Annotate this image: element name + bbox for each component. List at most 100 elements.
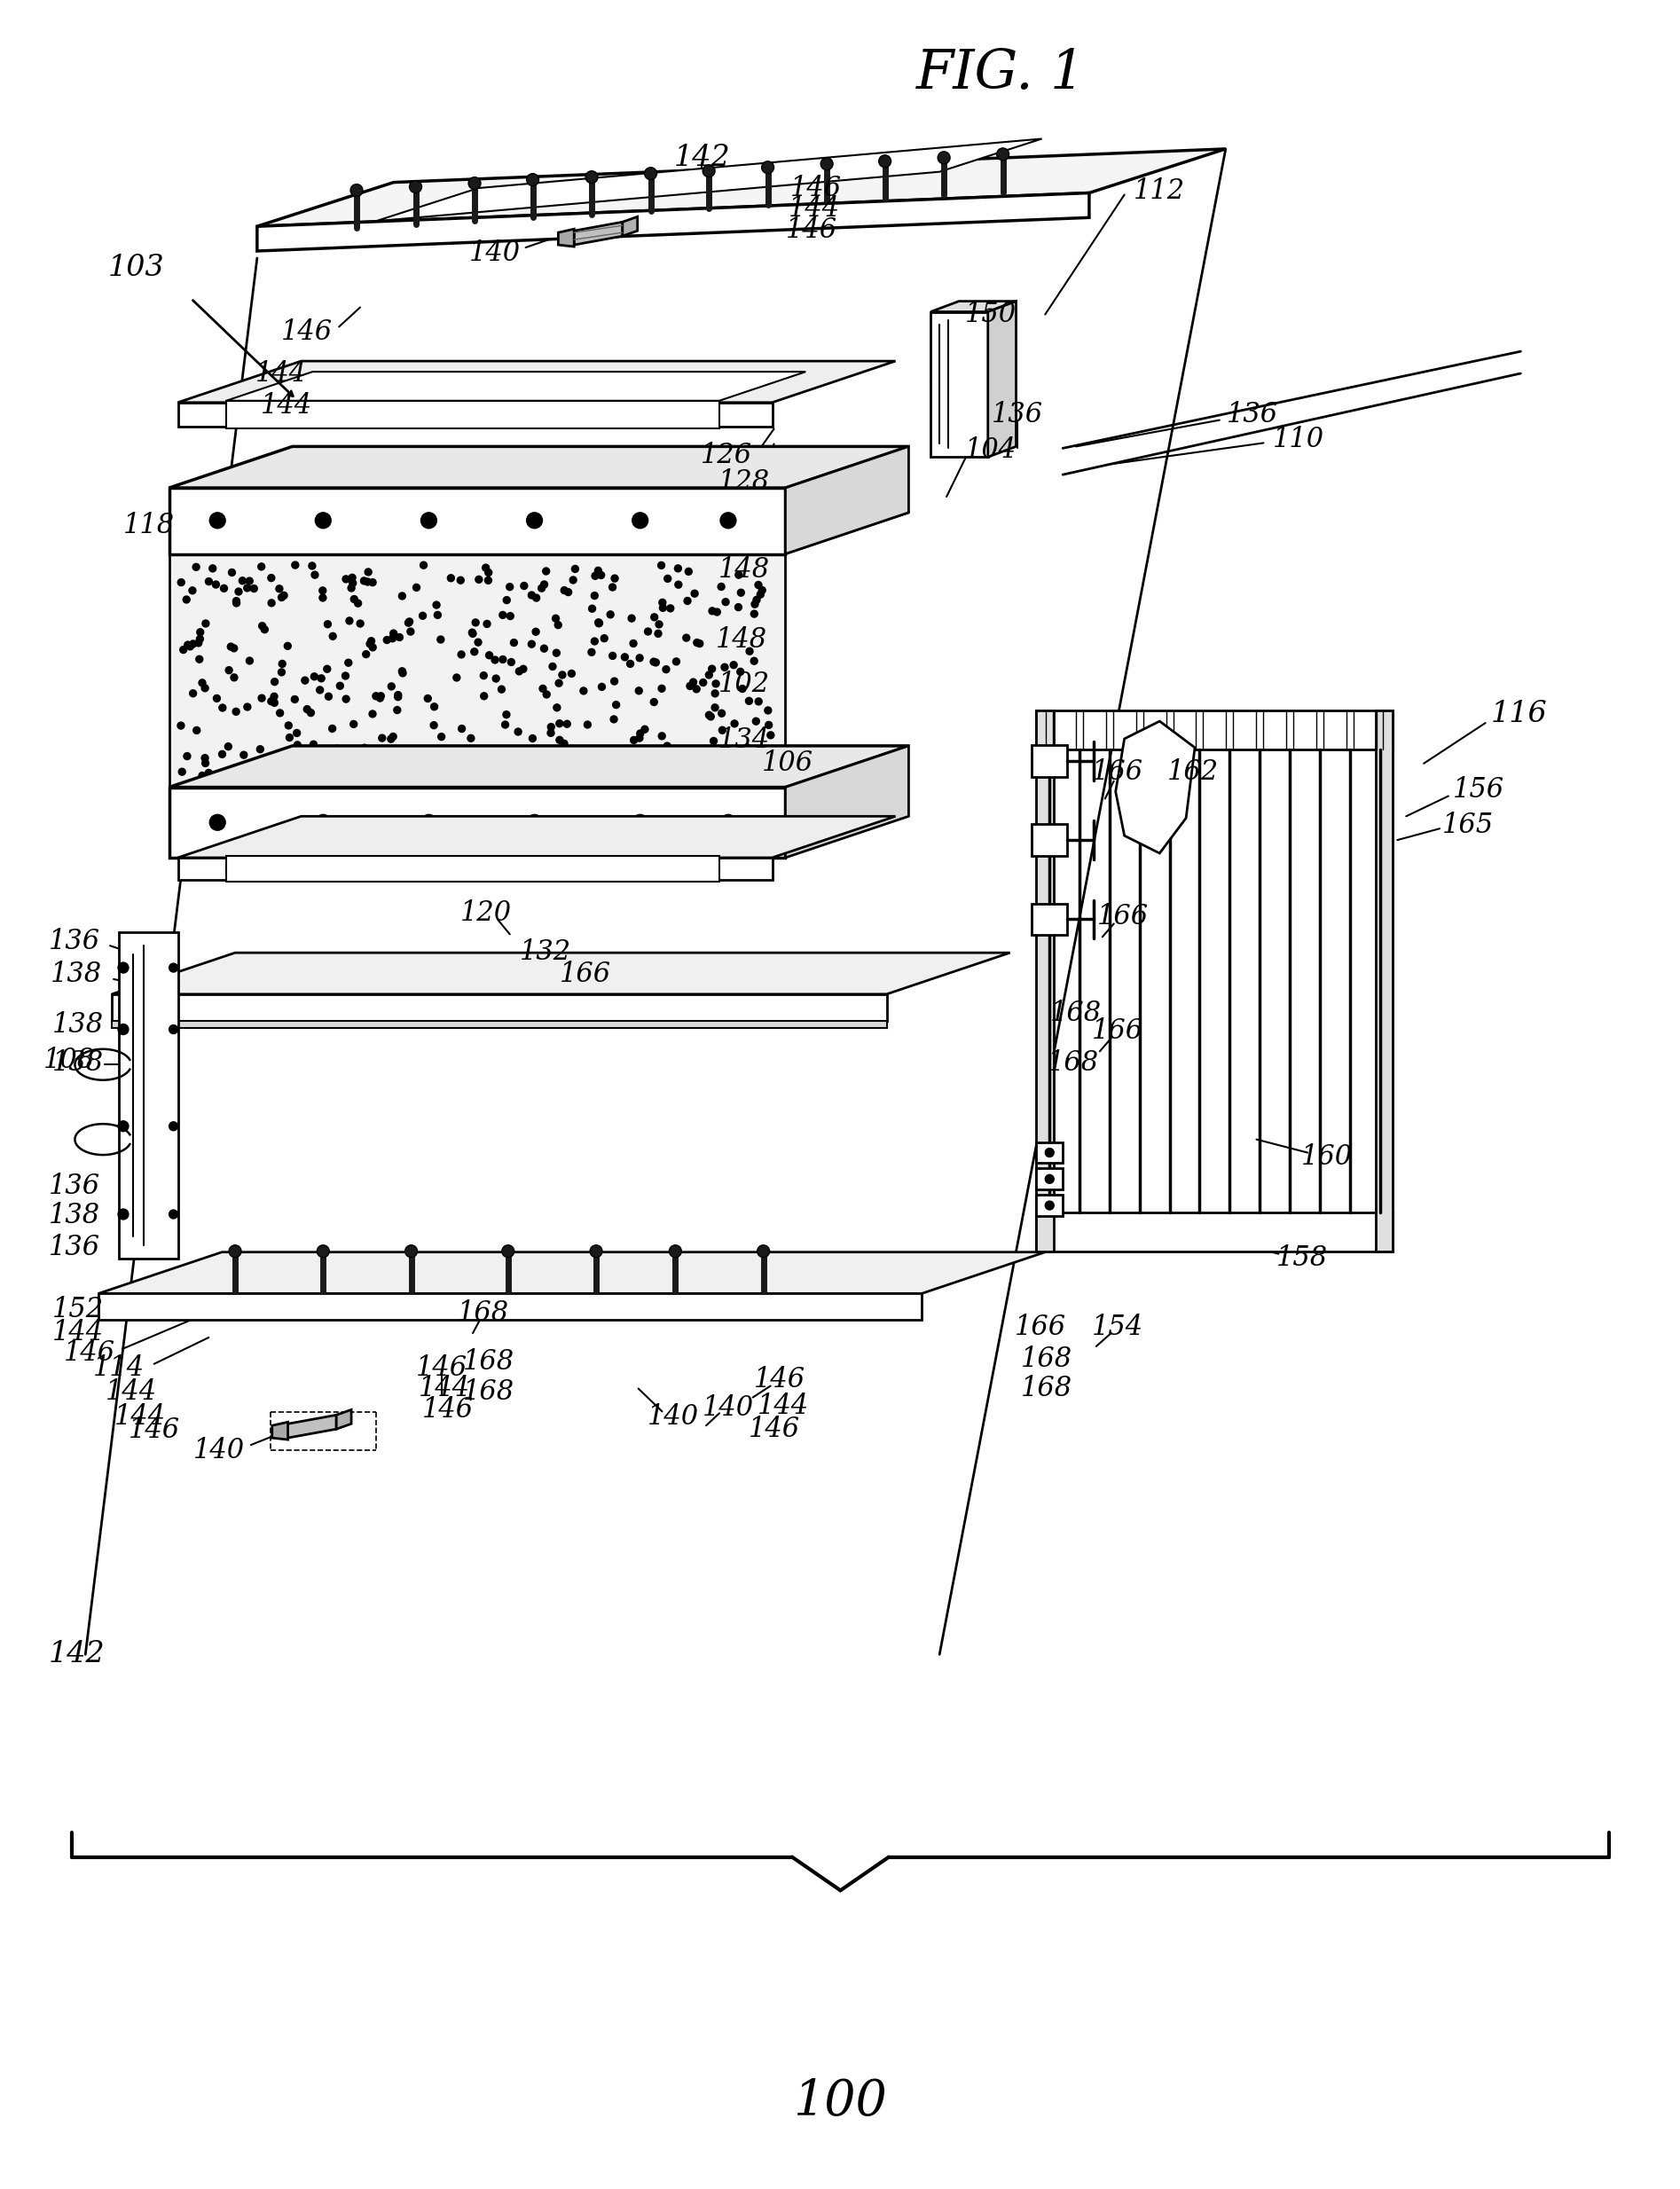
Circle shape	[235, 589, 242, 595]
Circle shape	[502, 514, 507, 521]
Circle shape	[316, 814, 331, 830]
Polygon shape	[336, 1410, 351, 1429]
Circle shape	[289, 528, 294, 534]
Circle shape	[601, 773, 608, 779]
Circle shape	[553, 650, 559, 657]
Circle shape	[197, 635, 203, 641]
Polygon shape	[227, 856, 719, 882]
Circle shape	[504, 598, 511, 604]
Circle shape	[260, 541, 265, 547]
Text: 152: 152	[52, 1296, 104, 1322]
Text: 166: 166	[559, 961, 612, 989]
Text: 144: 144	[52, 1318, 104, 1346]
Circle shape	[650, 521, 657, 528]
Circle shape	[764, 722, 773, 729]
Circle shape	[754, 582, 763, 589]
Circle shape	[370, 644, 376, 650]
Circle shape	[205, 768, 212, 777]
Circle shape	[585, 720, 591, 729]
Circle shape	[454, 674, 460, 681]
Circle shape	[753, 718, 759, 725]
Circle shape	[269, 521, 276, 528]
Circle shape	[318, 1246, 329, 1256]
Polygon shape	[170, 512, 909, 554]
Circle shape	[170, 1121, 178, 1130]
Circle shape	[684, 528, 690, 534]
Circle shape	[561, 740, 568, 746]
Circle shape	[538, 749, 544, 755]
Circle shape	[712, 514, 717, 521]
Circle shape	[554, 766, 561, 773]
Text: 103: 103	[108, 254, 165, 282]
Circle shape	[533, 595, 539, 602]
Circle shape	[178, 578, 185, 587]
Circle shape	[538, 584, 544, 591]
Circle shape	[706, 711, 712, 718]
Circle shape	[487, 751, 494, 757]
Circle shape	[186, 644, 193, 650]
Circle shape	[496, 746, 502, 753]
Text: 140: 140	[193, 1436, 245, 1464]
Circle shape	[650, 613, 659, 622]
Circle shape	[645, 166, 657, 179]
Circle shape	[751, 600, 758, 609]
Text: 134: 134	[719, 727, 769, 755]
Circle shape	[504, 521, 509, 525]
Circle shape	[738, 528, 743, 534]
Circle shape	[467, 736, 474, 742]
Circle shape	[630, 545, 635, 552]
Circle shape	[704, 521, 709, 525]
Circle shape	[267, 574, 276, 582]
Circle shape	[499, 657, 506, 663]
Circle shape	[274, 534, 279, 538]
Circle shape	[388, 683, 395, 690]
Circle shape	[744, 744, 751, 751]
Circle shape	[366, 641, 373, 648]
Text: 140: 140	[469, 239, 521, 267]
Circle shape	[373, 692, 380, 700]
Circle shape	[445, 532, 450, 538]
Circle shape	[635, 687, 642, 694]
Text: 166: 166	[1092, 1018, 1142, 1044]
Text: 120: 120	[460, 900, 512, 926]
Circle shape	[650, 698, 657, 705]
Circle shape	[460, 519, 465, 523]
Circle shape	[183, 595, 190, 604]
Polygon shape	[1037, 1143, 1063, 1162]
Circle shape	[692, 685, 701, 692]
Circle shape	[531, 514, 536, 521]
Text: 136: 136	[991, 401, 1043, 429]
Circle shape	[721, 512, 736, 528]
Circle shape	[731, 720, 738, 727]
Circle shape	[623, 517, 628, 523]
Circle shape	[554, 760, 561, 768]
Circle shape	[610, 652, 617, 659]
Circle shape	[758, 1246, 769, 1256]
Circle shape	[690, 679, 697, 685]
Circle shape	[731, 661, 738, 668]
Circle shape	[118, 1121, 129, 1132]
Circle shape	[390, 733, 396, 740]
Circle shape	[183, 753, 190, 760]
Circle shape	[727, 543, 732, 547]
Circle shape	[365, 569, 371, 576]
Circle shape	[437, 637, 444, 644]
Circle shape	[412, 514, 417, 521]
Circle shape	[260, 517, 267, 523]
Circle shape	[541, 580, 548, 589]
Polygon shape	[178, 858, 773, 880]
Circle shape	[180, 646, 186, 652]
Polygon shape	[1037, 1169, 1063, 1189]
Circle shape	[425, 768, 433, 775]
Polygon shape	[113, 994, 887, 1020]
Text: 100: 100	[793, 2077, 887, 2126]
Circle shape	[193, 727, 200, 733]
Circle shape	[407, 617, 413, 626]
Circle shape	[761, 162, 774, 173]
Circle shape	[662, 547, 667, 552]
Circle shape	[286, 746, 292, 753]
Circle shape	[497, 766, 504, 775]
Circle shape	[553, 705, 561, 711]
Circle shape	[526, 814, 543, 830]
Circle shape	[659, 604, 667, 611]
